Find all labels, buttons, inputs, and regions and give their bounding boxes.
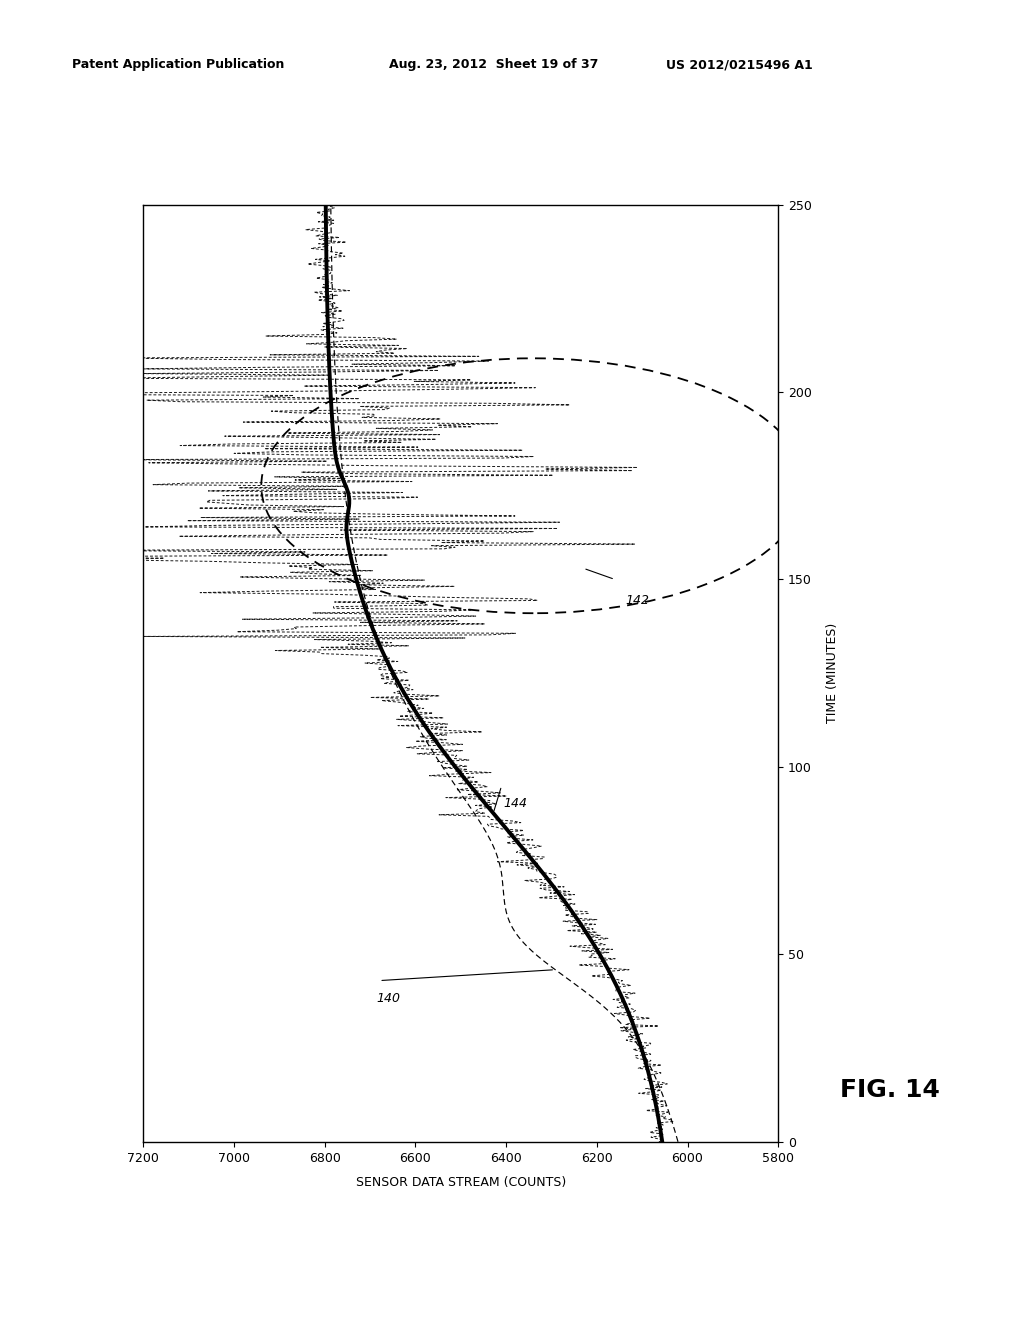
Text: 142: 142 [626,594,649,607]
Text: US 2012/0215496 A1: US 2012/0215496 A1 [666,58,812,71]
X-axis label: SENSOR DATA STREAM (COUNTS): SENSOR DATA STREAM (COUNTS) [355,1176,566,1188]
Text: Patent Application Publication: Patent Application Publication [72,58,284,71]
Text: Aug. 23, 2012  Sheet 19 of 37: Aug. 23, 2012 Sheet 19 of 37 [389,58,598,71]
Y-axis label: TIME (MINUTES): TIME (MINUTES) [825,623,839,723]
Text: FIG. 14: FIG. 14 [840,1078,940,1102]
Text: 140: 140 [376,991,400,1005]
Text: 144: 144 [503,797,527,810]
